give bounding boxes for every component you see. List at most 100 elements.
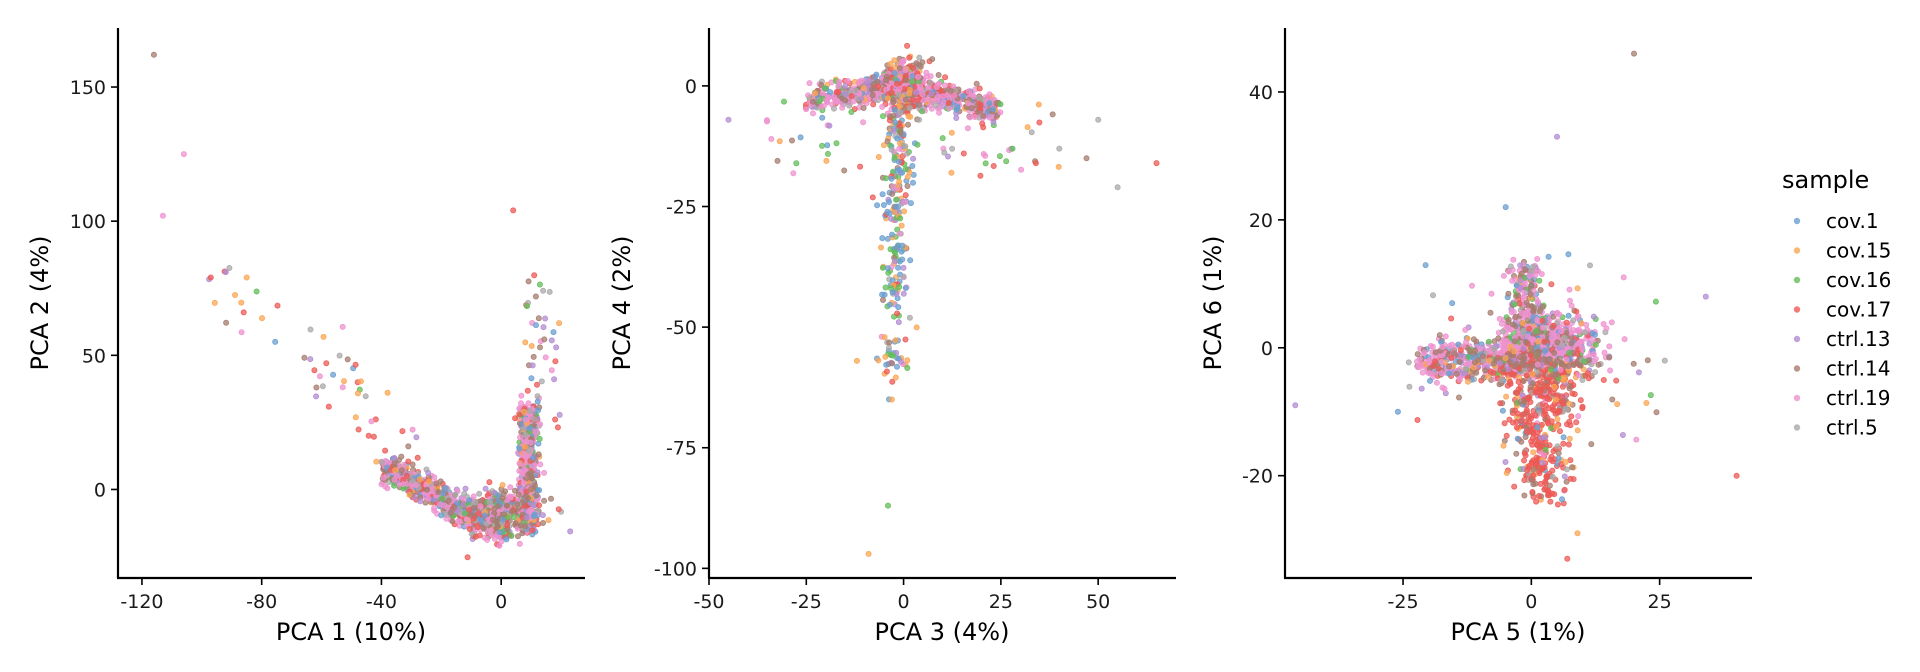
data-point xyxy=(518,400,525,407)
data-point xyxy=(456,518,463,525)
y-tick-label: 50 xyxy=(82,345,106,367)
data-point xyxy=(413,434,420,441)
data-point xyxy=(1534,317,1541,324)
scatter-points-panel-1 xyxy=(150,51,574,561)
data-point xyxy=(1529,357,1536,364)
data-point xyxy=(378,459,385,466)
data-point xyxy=(405,458,412,465)
data-point xyxy=(1547,498,1554,505)
data-point xyxy=(504,522,511,529)
data-point xyxy=(1550,448,1557,455)
data-point xyxy=(510,514,517,521)
data-point xyxy=(534,381,541,388)
data-point xyxy=(548,495,555,502)
data-point xyxy=(1550,390,1557,397)
data-point xyxy=(253,288,260,295)
data-point xyxy=(330,371,337,378)
data-point xyxy=(400,481,407,488)
data-point xyxy=(812,90,819,97)
data-point xyxy=(405,443,412,450)
data-point xyxy=(540,520,547,527)
data-point xyxy=(874,78,881,85)
data-point xyxy=(487,499,494,506)
data-point xyxy=(535,407,542,414)
data-point xyxy=(886,344,893,351)
data-point xyxy=(980,150,987,157)
data-point xyxy=(884,95,891,102)
data-point xyxy=(451,504,458,511)
data-point xyxy=(902,284,909,291)
data-point xyxy=(1561,473,1568,480)
data-point xyxy=(880,113,887,120)
data-point xyxy=(1528,345,1535,352)
data-point xyxy=(874,202,881,209)
data-point xyxy=(525,400,532,407)
data-point xyxy=(211,299,218,306)
data-point xyxy=(486,479,493,486)
y-tick-label: 0 xyxy=(685,76,697,98)
x-ticks-panel-1: -120 -80 -40 0 xyxy=(120,578,507,613)
data-point xyxy=(725,116,732,123)
data-point xyxy=(472,533,479,540)
data-point xyxy=(818,103,825,110)
y-tick-label: 150 xyxy=(70,77,106,99)
data-point xyxy=(1574,341,1581,348)
data-point xyxy=(890,183,897,190)
data-point xyxy=(935,72,942,79)
data-point xyxy=(790,170,797,177)
data-point xyxy=(1540,451,1547,458)
data-point xyxy=(1416,355,1423,362)
data-point xyxy=(526,425,533,432)
data-point xyxy=(1555,450,1562,457)
y-tick-label: -100 xyxy=(654,558,697,580)
data-point xyxy=(819,142,826,149)
data-point xyxy=(534,393,541,400)
data-point xyxy=(1405,359,1412,366)
data-point xyxy=(533,322,540,329)
y-tick-label: 100 xyxy=(70,211,106,233)
data-point xyxy=(442,485,449,492)
data-point xyxy=(977,172,984,179)
data-point xyxy=(910,155,917,162)
data-point xyxy=(896,85,903,92)
data-point xyxy=(1501,437,1508,444)
y-axis-title-panel-2: PCA 4 (2%) xyxy=(608,236,636,371)
data-point xyxy=(532,293,539,300)
data-point xyxy=(325,403,332,410)
data-point xyxy=(534,398,541,405)
data-point xyxy=(885,502,892,509)
data-point xyxy=(894,80,901,87)
data-point xyxy=(551,376,558,383)
data-point xyxy=(537,461,544,468)
data-point xyxy=(522,452,529,459)
data-point xyxy=(508,532,515,539)
data-point xyxy=(1496,315,1503,322)
y-tick-label: -50 xyxy=(666,317,697,339)
data-point xyxy=(986,91,993,98)
data-point xyxy=(905,121,912,128)
data-point xyxy=(522,339,529,346)
data-point xyxy=(445,497,452,504)
data-point xyxy=(1518,309,1525,316)
data-point xyxy=(997,101,1004,108)
data-point xyxy=(1564,466,1571,473)
data-point xyxy=(891,154,898,161)
x-tick-label: 25 xyxy=(989,591,1013,613)
data-point xyxy=(1485,338,1492,345)
data-point xyxy=(1419,369,1426,376)
scatter-points-panel-3 xyxy=(1292,50,1740,562)
data-point xyxy=(860,119,867,126)
data-point xyxy=(824,142,831,149)
data-point xyxy=(904,150,911,157)
data-point xyxy=(180,151,187,158)
data-point xyxy=(524,387,531,394)
data-point xyxy=(417,498,424,505)
data-point xyxy=(842,97,849,104)
x-tick-label: -25 xyxy=(791,591,822,613)
data-point xyxy=(1553,310,1560,317)
data-point xyxy=(904,42,911,49)
data-point xyxy=(538,378,545,385)
data-point xyxy=(888,89,895,96)
data-point xyxy=(522,416,529,423)
data-point xyxy=(344,356,351,363)
